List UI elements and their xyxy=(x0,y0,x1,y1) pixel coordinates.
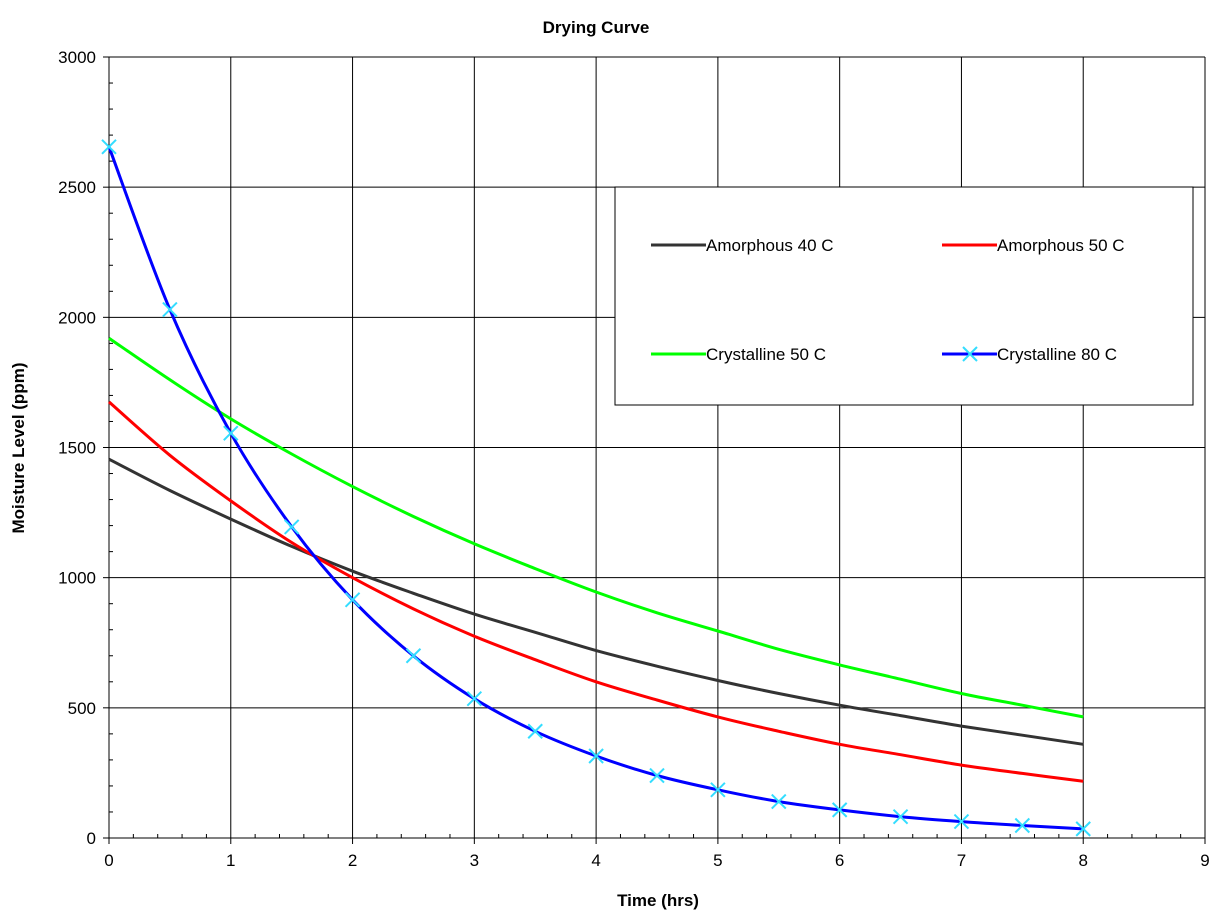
chart-title: Drying Curve xyxy=(543,18,650,37)
y-axis-label: Moisture Level (ppm) xyxy=(9,363,28,534)
data-point-crystalline-80-c xyxy=(527,723,543,739)
legend: Amorphous 40 C Amorphous 50 C Crystalline … xyxy=(614,186,1194,406)
series-markers xyxy=(101,139,1091,837)
y-tick-label: 1500 xyxy=(58,439,96,458)
legend-item-amorphous-40-c: Amorphous 40 C xyxy=(651,236,834,255)
x-axis-label: Time (hrs) xyxy=(617,891,699,910)
data-point-crystalline-80-c xyxy=(892,808,909,825)
y-tick-label: 2000 xyxy=(58,308,96,327)
y-tick-label: 0 xyxy=(87,829,96,848)
x-tick-label: 4 xyxy=(591,851,600,870)
legend-items: Amorphous 40 C Amorphous 50 C Crystalline … xyxy=(651,236,1125,364)
data-point-crystalline-80-c xyxy=(162,301,178,318)
data-point-crystalline-80-c xyxy=(1014,817,1031,834)
data-point-crystalline-80-c xyxy=(649,767,665,784)
data-point-crystalline-80-c xyxy=(466,691,483,707)
x-tick-label: 0 xyxy=(104,851,113,870)
legend-box xyxy=(614,186,1194,406)
axes: 0 1 2 3 4 5 6 7 8 9 0 500 1000 1500 2000 2500 3000 xyxy=(58,48,1209,870)
data-point-crystalline-80-c xyxy=(405,648,422,664)
legend-label: Amorphous 40 C xyxy=(706,236,834,255)
data-point-crystalline-80-c xyxy=(953,813,970,830)
x-tick-label: 5 xyxy=(713,851,722,870)
x-tick-label: 8 xyxy=(1078,851,1087,870)
series-line-amorphous-50-c xyxy=(108,400,1084,783)
data-point-crystalline-80-c xyxy=(831,802,848,818)
x-tick-label: 2 xyxy=(348,851,357,870)
legend-marker xyxy=(962,346,978,362)
x-tick-label: 6 xyxy=(835,851,844,870)
legend-label: Crystalline 50 C xyxy=(706,345,826,364)
legend-item-crystalline-50-c: Crystalline 50 C xyxy=(651,345,826,364)
x-tick-label: 9 xyxy=(1200,851,1209,870)
data-point-crystalline-80-c xyxy=(283,519,300,535)
x-tick-label: 1 xyxy=(226,851,235,870)
data-point-crystalline-80-c xyxy=(101,139,117,155)
series-line-amorphous-40-c xyxy=(108,457,1084,746)
x-tick-label: 7 xyxy=(957,851,966,870)
legend-label: Amorphous 50 C xyxy=(997,236,1125,255)
legend-label: Crystalline 80 C xyxy=(997,345,1117,364)
data-point-crystalline-80-c xyxy=(710,782,726,798)
y-tick-label: 1000 xyxy=(58,569,96,588)
y-tick-label: 500 xyxy=(68,699,96,718)
data-point-crystalline-80-c xyxy=(1075,821,1091,837)
x-tick-label: 3 xyxy=(470,851,479,870)
y-tick-label: 2500 xyxy=(58,178,96,197)
data-point-crystalline-80-c xyxy=(588,748,604,764)
legend-item-amorphous-50-c: Amorphous 50 C xyxy=(942,236,1125,255)
legend-item-crystalline-80-c: Crystalline 80 C xyxy=(942,345,1117,364)
series-line-crystalline-50-c xyxy=(108,336,1084,719)
data-point-crystalline-80-c xyxy=(223,425,239,441)
data-point-crystalline-80-c xyxy=(344,592,361,608)
y-tick-label: 3000 xyxy=(58,48,96,67)
data-point-crystalline-80-c xyxy=(771,793,787,810)
